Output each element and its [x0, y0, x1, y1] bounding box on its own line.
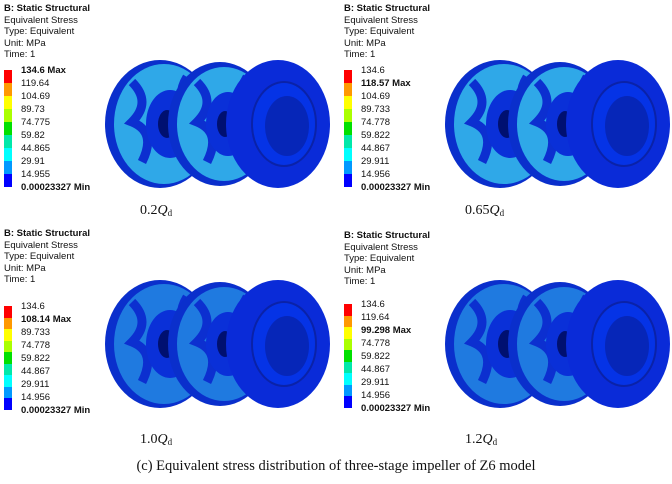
legend-label: 89.733	[21, 327, 51, 338]
legend-label: 134.6 Max	[21, 65, 66, 76]
legend-label: 134.6	[361, 65, 385, 76]
legend-label: 104.69	[361, 91, 391, 102]
colorbar	[4, 70, 12, 187]
header-line: Type: Equivalent	[344, 26, 415, 37]
legend-label: 29.911	[361, 156, 390, 167]
header-line: Equivalent Stress	[4, 14, 78, 26]
legend-label: 134.6	[21, 301, 45, 312]
legend-label: 89.733	[361, 104, 391, 115]
header-line: Time: 1	[344, 49, 376, 60]
legend-label: 44.867	[361, 364, 391, 375]
header-line: B: Static Structural	[4, 3, 91, 14]
legend-label: 44.865	[21, 143, 51, 154]
header-line: B: Static Structural	[344, 3, 431, 14]
stress-panel-1: B: Static Structural Equivalent Stress Typ…	[0, 0, 336, 225]
legend-label: 29.911	[361, 377, 390, 388]
legend-label: 59.822	[21, 353, 51, 364]
result-header: B: Static Structural Equivalent Stress Typ…	[4, 3, 90, 61]
header-line: Time: 1	[4, 274, 36, 285]
header-line: Type: Equivalent	[344, 253, 415, 264]
legend-label: 0.00023327 Min	[21, 182, 91, 193]
result-header: B: Static Structural Equivalent Stress Typ…	[344, 3, 430, 61]
legend-label: 44.867	[21, 366, 51, 377]
legend-label: 74.778	[361, 338, 391, 349]
legend-label: 59.822	[361, 130, 391, 141]
header-line: B: Static Structural	[344, 230, 431, 241]
legend-label: 99.298 Max	[361, 325, 412, 336]
legend-label: 134.6	[361, 299, 385, 310]
legend-label: 44.867	[361, 143, 391, 154]
stress-panel-4: B: Static Structural Equivalent Stress Typ…	[340, 227, 672, 452]
legend-label: 119.64	[21, 78, 50, 89]
legend-label: 0.00023327 Min	[361, 182, 431, 193]
header-line: Unit: MPa	[344, 37, 386, 49]
legend-label: 108.14 Max	[21, 314, 72, 325]
header-line: Unit: MPa	[4, 37, 46, 49]
flow-rate-caption: 1.0Qd	[140, 432, 173, 447]
header-line: B: Static Structural	[4, 228, 91, 239]
legend-labels: 134.6 118.57 Max 104.69 89.733 74.778 59.822 4…	[361, 64, 430, 194]
legend-label: 118.57 Max	[361, 78, 411, 89]
legend-label: 74.775	[21, 117, 51, 128]
impeller-model-image	[432, 52, 672, 197]
legend-labels: 134.6 119.64 99.298 Max 74.778 59.822 44.867 2…	[361, 298, 430, 415]
result-header: B: Static Structural Equivalent Stress Typ…	[344, 230, 430, 288]
header-line: Type: Equivalent	[4, 251, 75, 262]
colorbar	[344, 70, 352, 187]
flow-rate-caption: 1.2Qd	[465, 432, 498, 447]
stress-panel-2: B: Static Structural Equivalent Stress Typ…	[340, 0, 672, 225]
legend-label: 59.822	[361, 351, 391, 362]
legend-label: 119.64	[361, 312, 390, 323]
header-line: Equivalent Stress	[344, 241, 418, 253]
legend-labels: 134.6 108.14 Max 89.733 74.778 59.822 44.867 2…	[21, 300, 90, 417]
legend-label: 29.91	[21, 156, 45, 167]
legend-label: 14.956	[361, 390, 391, 401]
result-header: B: Static Structural Equivalent Stress Typ…	[4, 228, 90, 286]
figure-caption: (c) Equivalent stress distribution of th…	[136, 458, 536, 474]
legend-label: 0.00023327 Min	[361, 403, 431, 414]
header-line: Unit: MPa	[344, 264, 386, 276]
legend-label: 104.69	[21, 91, 51, 102]
header-line: Unit: MPa	[4, 262, 46, 274]
legend-labels: 134.6 Max 119.64 104.69 89.73 74.775 59.82 44.…	[21, 64, 90, 194]
stress-panel-3: B: Static Structural Equivalent Stress Typ…	[0, 225, 336, 450]
impeller-model-image	[432, 272, 672, 417]
legend-label: 59.82	[21, 130, 45, 141]
legend-label: 14.956	[21, 392, 51, 403]
legend-label: 74.778	[21, 340, 51, 351]
legend-label: 14.955	[21, 169, 51, 180]
legend-label: 89.73	[21, 104, 45, 115]
header-line: Type: Equivalent	[4, 26, 75, 37]
impeller-model-image	[92, 52, 332, 197]
header-line: Time: 1	[4, 49, 36, 60]
legend-label: 14.956	[361, 169, 391, 180]
legend-label: 74.778	[361, 117, 391, 128]
colorbar	[344, 304, 352, 408]
flow-rate-caption: 0.2Qd	[140, 203, 173, 218]
header-line: Equivalent Stress	[344, 14, 418, 26]
legend-label: 29.911	[21, 379, 50, 390]
header-line: Equivalent Stress	[4, 239, 78, 251]
impeller-model-image	[92, 272, 332, 417]
legend-label: 0.00023327 Min	[21, 405, 91, 416]
flow-rate-caption: 0.65Qd	[465, 203, 505, 218]
header-line: Time: 1	[344, 276, 376, 287]
colorbar	[4, 306, 12, 410]
